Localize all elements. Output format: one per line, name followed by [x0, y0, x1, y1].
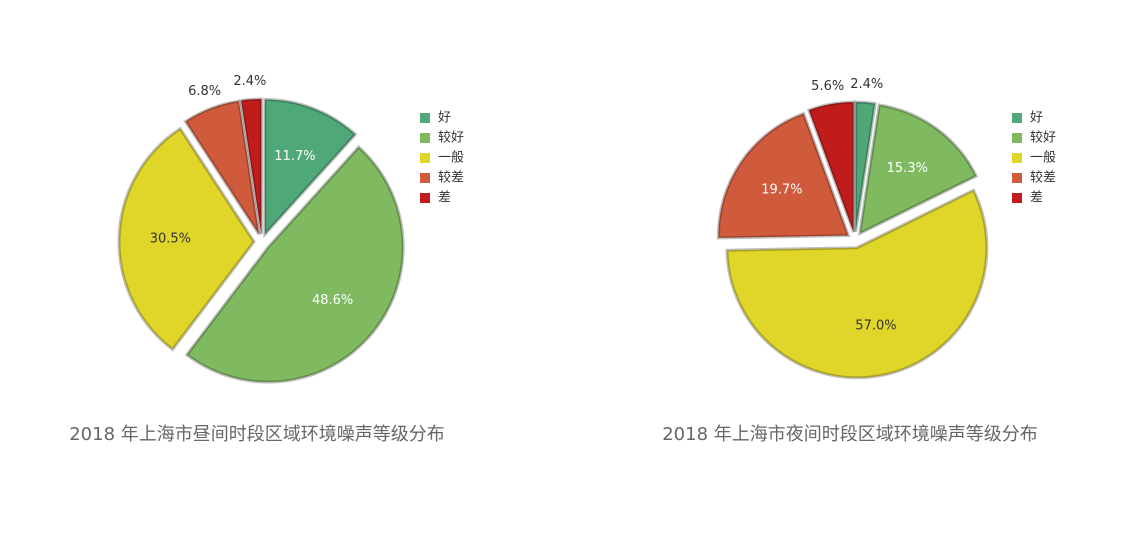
legend-label: 较好 [438, 131, 464, 146]
pie-slice [854, 100, 877, 233]
legend-label: 较差 [438, 171, 464, 186]
data-label: 2.4% [233, 74, 266, 89]
data-label: 30.5% [150, 231, 191, 246]
legend-label: 较好 [1030, 131, 1056, 146]
pie-slice [117, 126, 256, 352]
pie-slice [725, 188, 989, 380]
pie-slice [183, 99, 261, 236]
pie-slice [184, 144, 405, 384]
legend-label: 一般 [1030, 150, 1056, 166]
data-label: 6.8% [188, 84, 221, 99]
pie-slice [239, 97, 263, 235]
legend-swatch [1012, 133, 1022, 143]
data-label: 11.7% [274, 149, 315, 164]
legend-label: 好 [438, 111, 451, 126]
legend-swatch [1012, 153, 1022, 163]
data-label: 15.3% [887, 161, 928, 176]
legend-swatch [420, 173, 430, 183]
legend-swatch [1012, 193, 1022, 203]
legend-swatch [420, 153, 430, 163]
legend-label: 好 [1030, 111, 1043, 126]
legend-swatch [1012, 113, 1022, 123]
legend-label: 较差 [1030, 171, 1056, 186]
pie-slice [857, 103, 979, 237]
pie-slice [716, 111, 851, 240]
legend-swatch [1012, 173, 1022, 183]
legend-swatch [420, 113, 430, 123]
chart-title: 2018 年上海市昼间时段区域环境噪声等级分布 [69, 424, 445, 445]
data-label: 19.7% [761, 182, 802, 197]
data-label: 48.6% [312, 293, 353, 308]
data-label: 2.4% [850, 77, 883, 92]
legend-label: 差 [1030, 191, 1043, 206]
data-label: 57.0% [855, 319, 896, 334]
legend-swatch [420, 193, 430, 203]
legend-label: 差 [438, 191, 451, 206]
pie-slice [806, 100, 856, 233]
chart-title: 2018 年上海市夜间时段区域环境噪声等级分布 [662, 424, 1038, 445]
pie-slice [263, 98, 358, 239]
data-label: 5.6% [811, 79, 844, 94]
legend-swatch [420, 133, 430, 143]
legend-label: 一般 [438, 150, 464, 166]
